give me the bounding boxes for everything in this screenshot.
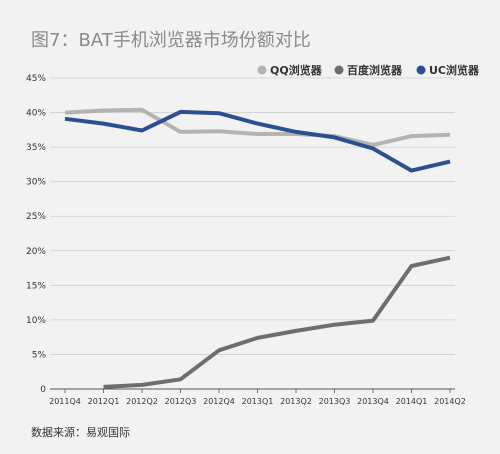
legend: QQ浏览器 百度浏览器 UC浏览器 (258, 63, 481, 77)
legend-marker (335, 66, 344, 75)
x-tick-label: 2014Q1 (396, 397, 428, 406)
source-note: 数据来源：易观国际 (31, 424, 130, 440)
x-tick-label: 2012Q2 (126, 397, 158, 406)
y-axis-ticks: 0 5% 10% 15% 20% 25% 30% 35% 40% 45% (26, 74, 46, 395)
x-tick-label: 2011Q4 (49, 397, 81, 406)
legend-label: 百度浏览器 (347, 63, 403, 77)
x-tick-label: 2013Q3 (319, 397, 351, 406)
x-tick-label: 2012Q4 (203, 397, 235, 406)
x-tick-label: 2012Q1 (88, 397, 120, 406)
series-lines (65, 110, 450, 387)
y-tick-label: 35% (26, 143, 46, 153)
y-tick-label: 0 (40, 385, 46, 395)
y-tick-label: 40% (26, 109, 46, 119)
x-tick-label: 2012Q3 (165, 397, 197, 406)
y-tick-label: 15% (26, 281, 46, 291)
x-tick-label: 2013Q2 (280, 397, 312, 406)
legend-label: QQ浏览器 (270, 63, 323, 77)
y-tick-label: 45% (26, 74, 46, 84)
legend-label: UC浏览器 (429, 63, 480, 77)
x-axis-ticks: 2011Q4 2012Q1 2012Q2 2012Q3 2012Q4 2013Q1 2013… (49, 389, 466, 406)
y-tick-label: 20% (26, 247, 46, 257)
legend-marker (258, 66, 267, 75)
x-tick-label: 2013Q4 (357, 397, 389, 406)
x-tick-label: 2014Q2 (434, 397, 466, 406)
y-tick-label: 30% (26, 178, 46, 188)
series-line-1 (104, 258, 451, 387)
y-tick-label: 25% (26, 212, 46, 222)
legend-marker (417, 66, 426, 75)
y-tick-label: 5% (32, 350, 47, 360)
y-tick-label: 10% (26, 316, 46, 326)
x-tick-label: 2013Q1 (242, 397, 274, 406)
